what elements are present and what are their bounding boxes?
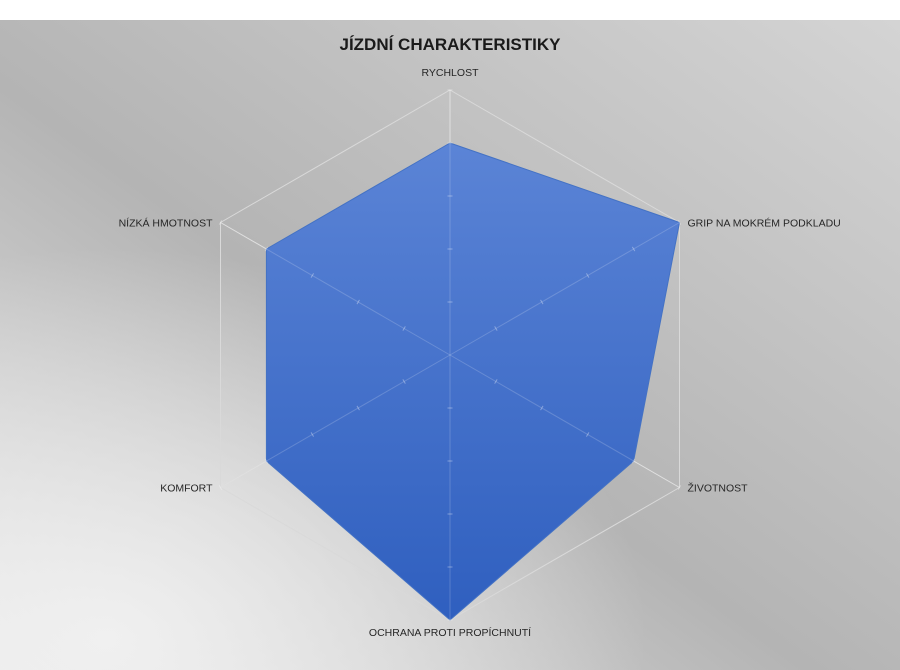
axis-label: ŽIVOTNOST bbox=[687, 482, 748, 495]
axis-label: GRIP NA MOKRÉM PODKLADU bbox=[687, 217, 840, 230]
axis-tick-mark bbox=[356, 299, 360, 305]
axis-tick-mark bbox=[264, 458, 269, 464]
axis-tick-mark bbox=[677, 485, 682, 490]
axis-label: RYCHLOST bbox=[422, 67, 480, 79]
axis-tick-mark bbox=[264, 246, 269, 252]
grid-spoke-overlay bbox=[449, 222, 680, 356]
grid-spoke-overlay bbox=[449, 354, 680, 488]
axis-tick-mark bbox=[631, 458, 636, 464]
grid-spoke-overlay bbox=[220, 222, 451, 356]
axis-tick-mark bbox=[586, 273, 590, 278]
chart-title: JÍZDNÍ CHARAKTERISTIKY bbox=[339, 35, 561, 54]
series-area bbox=[265, 142, 681, 621]
axis-tick-mark bbox=[402, 379, 406, 384]
axis-tick-mark bbox=[218, 485, 223, 490]
radar-series bbox=[265, 142, 681, 621]
axis-tick-mark bbox=[677, 220, 682, 225]
radar-axis-labels: RYCHLOST GRIP NA MOKRÉM PODKLADU ŽIVOTNOST… bbox=[119, 67, 841, 639]
radar-ticks bbox=[218, 89, 682, 621]
axis-tick-mark bbox=[586, 432, 590, 437]
axis-label: OCHRANA PROTI PROPÍCHNUTÍ bbox=[369, 626, 531, 639]
axis-tick-mark bbox=[218, 220, 223, 225]
axis-tick-mark bbox=[402, 326, 406, 331]
axis-tick-mark bbox=[631, 246, 636, 252]
chart-container: JÍZDNÍ CHARAKTERISTIKY RYCHLOST GRIP NA M… bbox=[0, 20, 900, 670]
axis-tick-mark bbox=[310, 273, 314, 278]
axis-label: KOMFORT bbox=[160, 483, 213, 495]
axis-tick-mark bbox=[494, 326, 498, 331]
axis-tick-mark bbox=[310, 432, 314, 437]
axis-tick-mark bbox=[494, 379, 498, 384]
axis-tick-mark bbox=[540, 405, 544, 411]
grid-spoke-overlay bbox=[220, 354, 451, 488]
axis-label: NÍZKÁ HMOTNOST bbox=[119, 217, 214, 230]
axis-tick-mark bbox=[540, 299, 544, 305]
radar-chart: JÍZDNÍ CHARAKTERISTIKY RYCHLOST GRIP NA M… bbox=[0, 20, 900, 670]
axis-tick-mark bbox=[356, 405, 360, 411]
